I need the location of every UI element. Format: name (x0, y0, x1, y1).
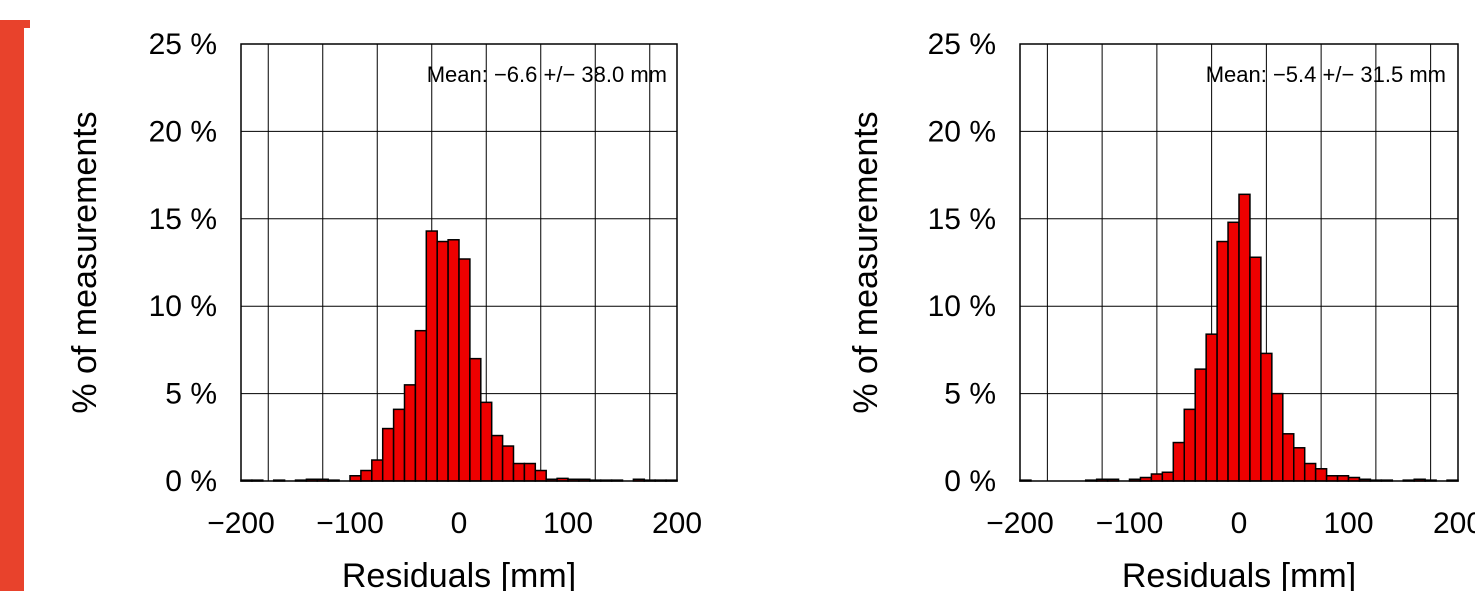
accent-bar-fill (0, 20, 24, 591)
chart-2-bar-23 (1271, 392, 1284, 482)
chart-2-bar-21 (1249, 256, 1262, 482)
chart-1-y-tick-label-5: 25 % (149, 28, 217, 61)
chart-1-x-tick-label-2: 0 (451, 507, 468, 540)
chart-2-bar-15 (1183, 408, 1196, 482)
chart-2-x-tick-label-4: 200 (1433, 507, 1475, 540)
chart-1-mean-annotation: Mean: −6.6 +/− 38.0 mm (427, 62, 667, 87)
chart-1-x-axis-title: Residuals [mm] (342, 557, 576, 591)
chart-2-y-axis-title: % of measurements (847, 111, 885, 413)
chart-2-y-tick-label-2: 10 % (928, 290, 996, 323)
chart-2-bar-27 (1314, 468, 1328, 482)
chart-1-y-tick-label-4: 20 % (149, 115, 217, 148)
chart-2-bar-29 (1336, 475, 1350, 482)
chart-2-bar-12 (1150, 473, 1164, 482)
chart-2-bar-26 (1303, 462, 1317, 482)
accent-bar (0, 20, 30, 591)
chart-1-y-axis-title: % of measurements (66, 111, 104, 413)
chart-1-x-tick-label-0: −200 (207, 507, 275, 540)
chart-2-bar-25 (1293, 447, 1306, 482)
chart-1-bar-18 (436, 240, 449, 482)
chart-2-y-tick-label-5: 25 % (928, 28, 996, 61)
chart-2-frame (1019, 43, 1459, 482)
chart-2-x-tick-label-2: 0 (1231, 507, 1248, 540)
chart-1-bar-20 (458, 258, 471, 482)
accent-bar-cap (0, 20, 30, 28)
chart-1-x-tick-label-1: −100 (316, 507, 384, 540)
chart-1-bar-26 (523, 462, 537, 482)
chart-2-bar-18 (1216, 240, 1229, 482)
chart-2-y-tick-label-1: 5 % (944, 378, 996, 411)
chart-2-x-tick-label-1: −100 (1096, 507, 1164, 540)
chart-1-bar-15 (403, 384, 417, 482)
chart-2-x-axis-title: Residuals [mm] (1122, 557, 1356, 591)
chart-2-bar-14 (1172, 441, 1186, 482)
chart-1-bar-25 (512, 462, 526, 482)
chart-1-y-tick-label-1: 5 % (165, 378, 217, 411)
chart-2-x-tick-label-0: −200 (986, 507, 1054, 540)
chart-1-bar-19 (447, 239, 460, 482)
chart-2-y-tick-label-3: 15 % (928, 203, 996, 236)
chart-1-y-tick-label-0: 0 % (165, 465, 217, 498)
chart-1-bar-14 (392, 408, 406, 482)
chart-1-bar-17 (425, 230, 438, 482)
chart-2-bar-16 (1194, 368, 1207, 482)
chart-2-bar-24 (1282, 433, 1295, 482)
chart-1-x-tick-label-3: 100 (543, 507, 593, 540)
chart-1-bar-24 (501, 445, 515, 482)
chart-2-bar-22 (1260, 352, 1273, 482)
chart-1-bar-13 (381, 427, 395, 482)
chart-1-x-tick-label-4: 200 (652, 507, 702, 540)
chart-2-mean-annotation: Mean: −5.4 +/− 31.5 mm (1206, 62, 1446, 87)
chart-2-bar-13 (1161, 471, 1175, 482)
chart-2-y-tick-label-4: 20 % (928, 115, 996, 148)
chart-1-bar-22 (480, 401, 493, 482)
chart-2-x-tick-label-3: 100 (1323, 507, 1373, 540)
chart-1-frame (240, 43, 678, 482)
chart-1-bar-11 (360, 469, 373, 482)
chart-2-bar-20 (1238, 193, 1251, 482)
chart-1-bar-12 (371, 459, 384, 482)
chart-2-bar-17 (1205, 333, 1218, 482)
chart-1-bar-23 (490, 434, 504, 482)
chart-2-bar-19 (1227, 221, 1240, 482)
chart-1-bar-16 (414, 329, 428, 482)
chart-2-y-tick-label-0: 0 % (944, 465, 996, 498)
chart-1-bar-21 (469, 357, 482, 482)
chart-1-y-tick-label-2: 10 % (149, 290, 217, 323)
chart-1-bar-27 (534, 469, 547, 482)
chart-1-bar-10 (349, 475, 362, 482)
chart-2-bar-28 (1325, 475, 1339, 482)
chart-1-y-tick-label-3: 15 % (149, 203, 217, 236)
